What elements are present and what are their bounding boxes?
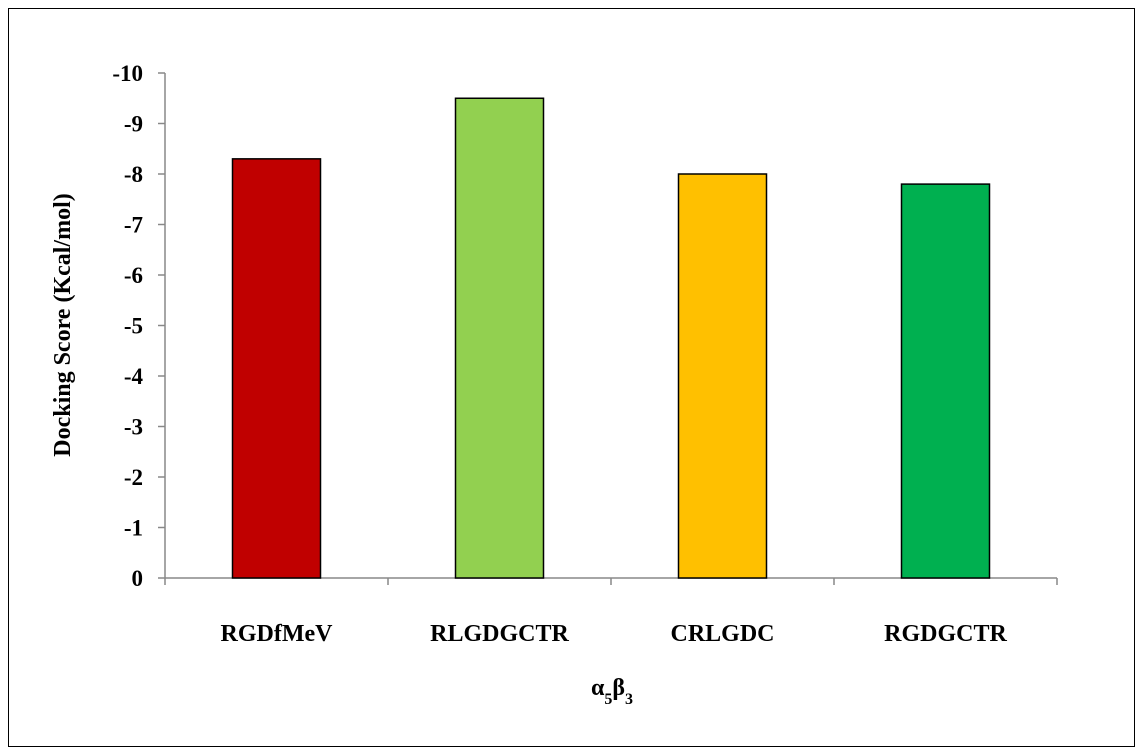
y-tick-label: -2: [124, 465, 143, 490]
y-tick-label: -3: [124, 415, 143, 440]
x-category-label: RLGDGCTR: [430, 621, 569, 647]
y-tick-label: 0: [132, 566, 144, 591]
y-axis: 0 -1 -2 -3 -4 -5 -6 -7 -8 -9 -10: [112, 61, 166, 591]
bar-crlgdc: [677, 173, 768, 579]
y-tick-label: -10: [112, 61, 143, 86]
y-tick-label: -8: [124, 162, 143, 187]
x-axis-title: α5β3: [591, 675, 633, 708]
bar-rlgdgctr: [454, 97, 545, 579]
x-category-label: CRLGDC: [670, 621, 774, 647]
y-tick-label: -1: [124, 516, 143, 541]
y-tick-label: -6: [124, 263, 143, 288]
y-tick-label: -5: [124, 314, 143, 339]
x-axis: RGDfMeV RLGDGCTR CRLGDC RGDGCTR: [164, 577, 1058, 647]
y-axis-title: Docking Score (Kcal/mol): [50, 193, 76, 457]
bars: [231, 97, 991, 579]
bar-rgdgctr: [900, 183, 991, 579]
bar-rgdfmev: [231, 158, 322, 579]
y-tick-label: -4: [124, 364, 144, 389]
x-category-label: RGDfMeV: [221, 621, 334, 647]
y-tick-label: -9: [124, 112, 143, 137]
x-category-label: RGDGCTR: [884, 621, 1007, 647]
y-tick-label: -7: [124, 213, 143, 238]
